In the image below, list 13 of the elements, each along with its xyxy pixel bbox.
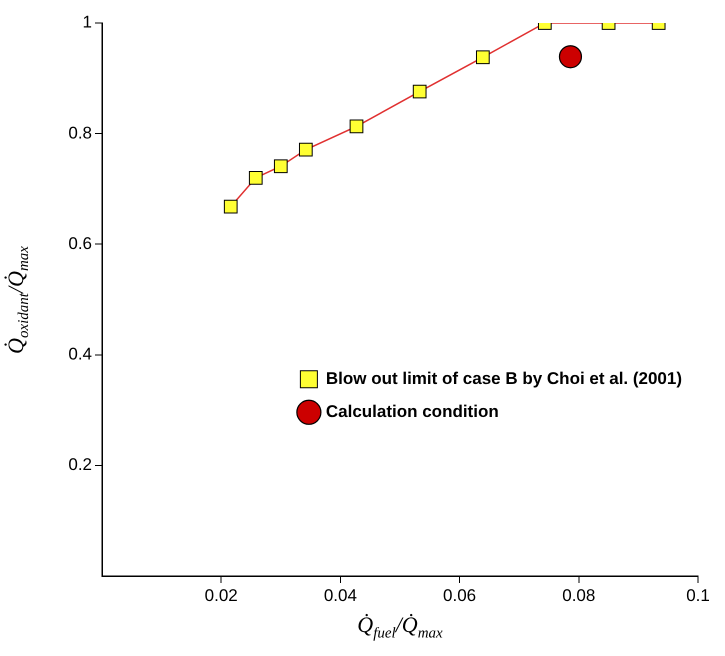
legend-label: Blow out limit of case B by Choi et al. (2001) [326, 368, 682, 388]
legend-label: Calculation condition [326, 402, 499, 421]
x-tick-label: 0.04 [324, 586, 357, 605]
y-tick-label: 0.4 [68, 344, 92, 364]
x-tick-label: 0.02 [204, 586, 238, 605]
y-tick-label: 0.6 [68, 234, 92, 253]
y-tick-label: 1 [82, 12, 92, 32]
x-tick-label: 0.08 [562, 586, 596, 605]
y-tick-label: 0.2 [68, 455, 92, 474]
x-axis-title: Q̇$_{fuel}$/Q̇$_{max}$ [357, 612, 443, 642]
y-tick-label: 0.8 [68, 123, 92, 142]
x-tick-label: 0.06 [443, 586, 476, 605]
x-tick-label: 0.1 [686, 586, 710, 605]
